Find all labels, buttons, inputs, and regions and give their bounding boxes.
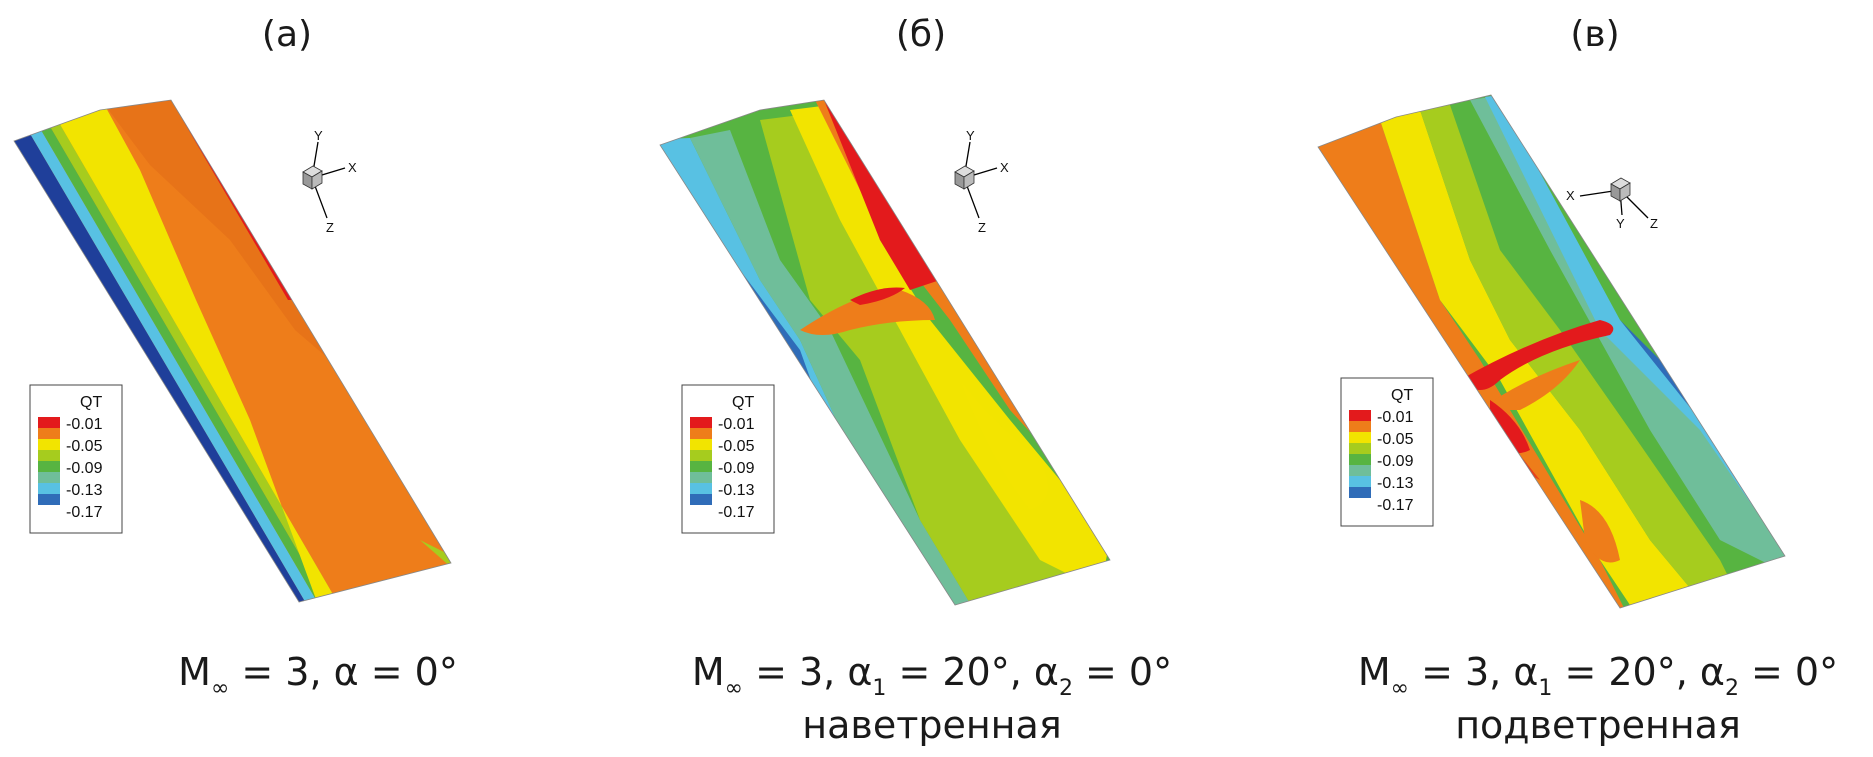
legend-level-label: -0.05 <box>718 438 755 455</box>
caption-b-sub2: 2 <box>1058 676 1073 701</box>
legend-swatch <box>1349 465 1371 476</box>
legend-title: QT <box>732 394 754 411</box>
caption-b-rest3: = 0° <box>1072 650 1173 694</box>
caption-c-sub2: 2 <box>1724 676 1739 701</box>
legend-level-label: -0.09 <box>718 460 755 477</box>
caption-c-rest1: = 3, α <box>1408 650 1539 694</box>
caption-c-sub1: 1 <box>1538 676 1553 701</box>
caption-b-m: M <box>691 650 725 694</box>
legend-swatch <box>38 472 60 483</box>
legend-swatch <box>690 461 712 472</box>
caption-c-m: M <box>1357 650 1391 694</box>
legend-title: QT <box>1391 387 1413 404</box>
legend-level-label: -0.13 <box>1377 475 1414 492</box>
legend-swatch <box>1349 432 1371 443</box>
legend-level-label: -0.01 <box>1377 409 1414 426</box>
axis-label-z-a: Z <box>326 220 334 235</box>
caption-c-rest2: = 20°, α <box>1552 650 1725 694</box>
legend-swatch <box>38 450 60 461</box>
caption-b: M∞ = 3, α1 = 20°, α2 = 0° наветренная <box>632 650 1232 747</box>
axis-label-x-b: X <box>1000 160 1009 175</box>
legend-swatch <box>1349 410 1371 421</box>
contour-plot-b <box>659 99 1111 606</box>
axis-label-y-a: Y <box>314 128 323 143</box>
legend-swatch <box>1349 476 1371 487</box>
caption-b-sub: ∞ <box>724 676 743 701</box>
axis-label-z-b: Z <box>978 220 986 235</box>
caption-b-sub1: 1 <box>872 676 887 701</box>
legend-level-label: -0.05 <box>66 438 103 455</box>
legend-level-label: -0.17 <box>718 504 755 521</box>
legend-swatch <box>1349 487 1371 498</box>
caption-c-line2: подветренная <box>1455 703 1741 747</box>
axis-label-x-a: X <box>348 160 357 175</box>
legend-level-label: -0.17 <box>1377 497 1414 514</box>
axis-label-x-c: X <box>1566 188 1575 203</box>
panel-label-b: (б) <box>895 14 947 55</box>
axis-triad-a: Y X Z <box>302 128 357 235</box>
legend-b: QT -0.01 -0.05 -0.09 -0.13 -0.17 <box>681 384 775 534</box>
contour-plot-a <box>13 99 452 603</box>
legend-swatch <box>38 483 60 494</box>
legend-a: QT -0.01 -0.05 -0.09 -0.13 -0.17 <box>29 384 123 534</box>
legend-swatch <box>38 461 60 472</box>
caption-c-rest3: = 0° <box>1738 650 1839 694</box>
legend-swatch <box>690 417 712 428</box>
legend-swatch <box>38 439 60 450</box>
axis-label-y-c: Y <box>1616 216 1625 231</box>
axis-label-z-c: Z <box>1650 216 1658 231</box>
legend-swatch <box>690 450 712 461</box>
caption-b-line2: наветренная <box>802 703 1062 747</box>
caption-a-m: M <box>178 650 211 694</box>
caption-a: M∞ = 3, α = 0° <box>18 650 618 701</box>
axis-triad-b: Y X Z <box>954 128 1009 235</box>
panel-label-c: (в) <box>1570 14 1620 55</box>
legend-level-label: -0.17 <box>66 504 103 521</box>
caption-b-rest1: = 3, α <box>742 650 873 694</box>
legend-swatch <box>690 428 712 439</box>
legend-level-label: -0.09 <box>1377 453 1414 470</box>
legend-swatch <box>1349 454 1371 465</box>
legend-swatch <box>690 439 712 450</box>
caption-c-sub: ∞ <box>1390 676 1409 701</box>
legend-level-label: -0.13 <box>718 482 755 499</box>
legend-level-label: -0.13 <box>66 482 103 499</box>
caption-a-rest: = 3, α = 0° <box>229 650 458 694</box>
legend-swatch <box>1349 421 1371 432</box>
axis-label-y-b: Y <box>966 128 975 143</box>
legend-swatch <box>690 494 712 505</box>
legend-level-label: -0.01 <box>718 416 755 433</box>
legend-title: QT <box>80 394 102 411</box>
caption-b-rest2: = 20°, α <box>886 650 1059 694</box>
legend-swatch <box>690 483 712 494</box>
contour-plot-c <box>1317 94 1786 609</box>
caption-c: M∞ = 3, α1 = 20°, α2 = 0° подветренная <box>1298 650 1873 747</box>
legend-swatch <box>690 472 712 483</box>
caption-a-sub: ∞ <box>210 676 230 701</box>
legend-level-label: -0.09 <box>66 460 103 477</box>
legend-level-label: -0.05 <box>1377 431 1414 448</box>
legend-swatch <box>38 417 60 428</box>
panel-label-a: (а) <box>261 14 313 55</box>
axis-triad-c: X Y Z <box>1566 177 1658 231</box>
legend-swatch <box>38 428 60 439</box>
legend-swatch <box>1349 443 1371 454</box>
legend-level-label: -0.01 <box>66 416 103 433</box>
legend-c: QT -0.01 -0.05 -0.09 -0.13 -0.17 <box>1340 377 1434 527</box>
legend-swatch <box>38 494 60 505</box>
